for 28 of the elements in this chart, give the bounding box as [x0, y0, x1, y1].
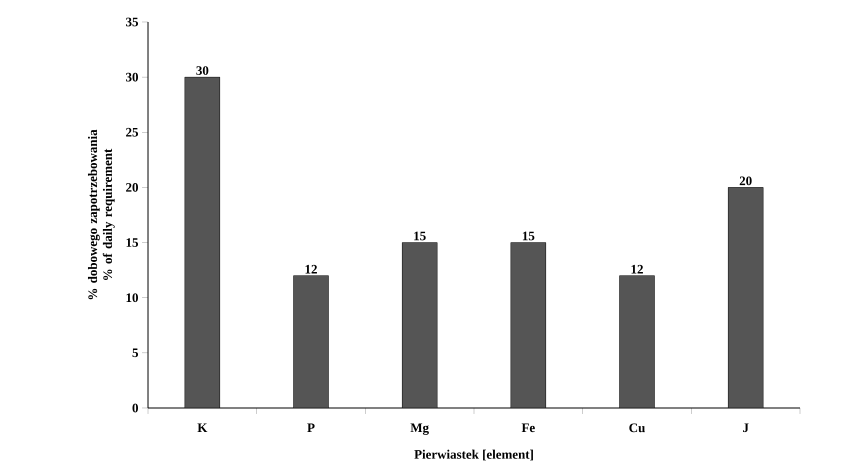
data-label: 15 [414, 232, 426, 240]
x-tick-label: Cu [629, 424, 645, 432]
bar [728, 187, 764, 408]
x-tick-label: Fe [522, 424, 535, 432]
data-label: 30 [196, 66, 208, 75]
y-tick-label: 10 [126, 293, 138, 302]
bar [402, 242, 438, 408]
data-label: 12 [632, 264, 643, 274]
y-tick-label: 15 [126, 238, 138, 247]
x-axis-title: Pierwiastek [element] [414, 450, 533, 460]
x-tick-label: K [198, 424, 208, 432]
y-tick-label: 30 [126, 72, 138, 82]
y-tick-label: 20 [126, 183, 138, 192]
x-tick-label: J [743, 424, 749, 432]
y-tick-label: 0 [132, 404, 138, 412]
bar [619, 275, 655, 408]
y-tick-label: 35 [126, 18, 138, 26]
x-tick-label: P [307, 424, 315, 432]
x-tick-label: Mg [410, 424, 429, 435]
data-label: 12 [306, 264, 317, 274]
y-tick-label: 25 [126, 128, 138, 137]
data-label: 15 [522, 232, 534, 240]
y-axis-title: % dobowego zapotrzebowania % of daily requirement [88, 130, 115, 300]
bar [510, 242, 546, 408]
data-label: 20 [740, 176, 752, 186]
bar [293, 275, 329, 408]
y-tick-label: 5 [132, 348, 138, 358]
bar [184, 76, 220, 408]
